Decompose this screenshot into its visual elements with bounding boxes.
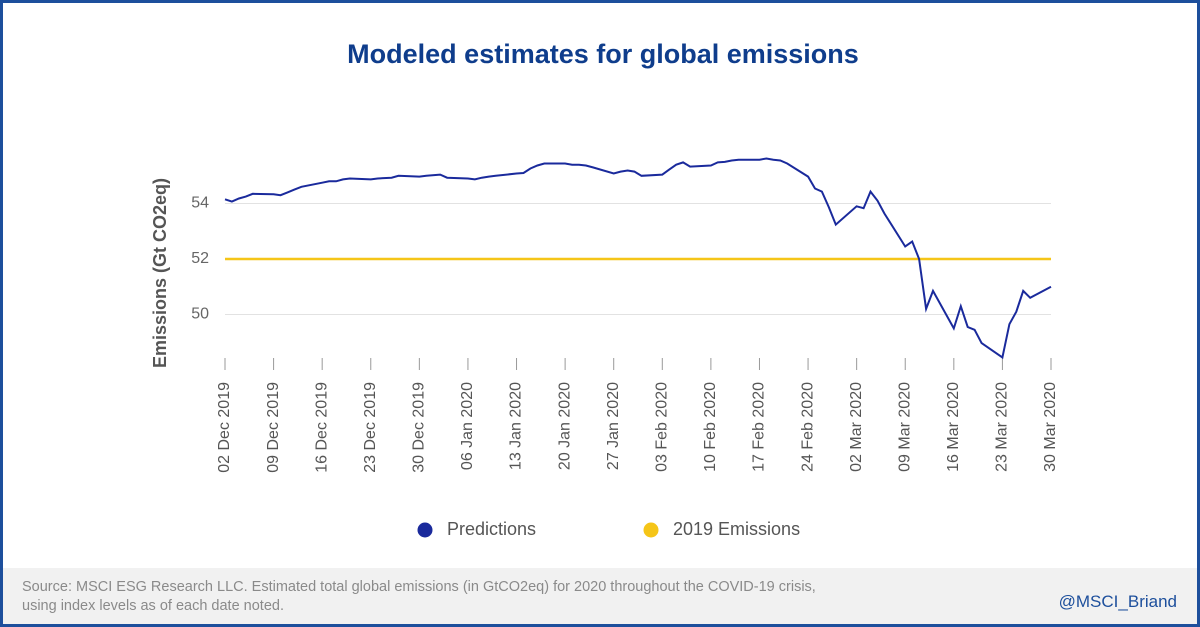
x-tick-label: 02 Dec 2019 (216, 382, 233, 473)
x-tick-label: 13 Jan 2020 (508, 382, 525, 470)
x-tick-label: 27 Jan 2020 (605, 382, 622, 470)
x-tick-label: 23 Dec 2019 (362, 382, 379, 473)
x-tick-label: 02 Mar 2020 (848, 382, 865, 472)
x-tick-label: 20 Jan 2020 (556, 382, 573, 470)
x-tick-label: 10 Feb 2020 (702, 382, 719, 472)
y-tick-label: 54 (191, 195, 209, 212)
x-tick-label: 06 Jan 2020 (459, 382, 476, 470)
x-tick-label: 24 Feb 2020 (799, 382, 816, 472)
y-axis-label: Emissions (Gt CO2eq) (150, 178, 170, 368)
x-tick-label: 30 Dec 2019 (411, 382, 428, 473)
y-tick-label: 52 (191, 250, 209, 267)
legend-label: 2019 Emissions (673, 519, 800, 539)
x-tick-label: 03 Feb 2020 (654, 382, 671, 472)
legend-marker (643, 522, 659, 538)
footer: Source: MSCI ESG Research LLC. Estimated… (3, 568, 1197, 624)
x-tick-label: 16 Mar 2020 (945, 382, 962, 472)
x-tick-label: 30 Mar 2020 (1042, 382, 1059, 472)
x-tick-label: 17 Feb 2020 (751, 382, 768, 472)
x-tick-label: 09 Dec 2019 (265, 382, 282, 473)
chart-title: Modeled estimates for global emissions (347, 39, 859, 69)
x-tick-label: 16 Dec 2019 (313, 382, 330, 473)
chart: Modeled estimates for global emissions E… (150, 39, 1059, 539)
legend-label: Predictions (447, 519, 536, 539)
x-tick-label: 09 Mar 2020 (896, 382, 913, 472)
source-note: Source: MSCI ESG Research LLC. Estimated… (22, 579, 816, 614)
legend-marker (417, 522, 433, 538)
y-tick-label: 50 (191, 306, 209, 323)
x-tick-label: 23 Mar 2020 (994, 382, 1011, 472)
handle: @MSCI_Briand (1058, 592, 1177, 611)
line-series (224, 157, 1052, 360)
